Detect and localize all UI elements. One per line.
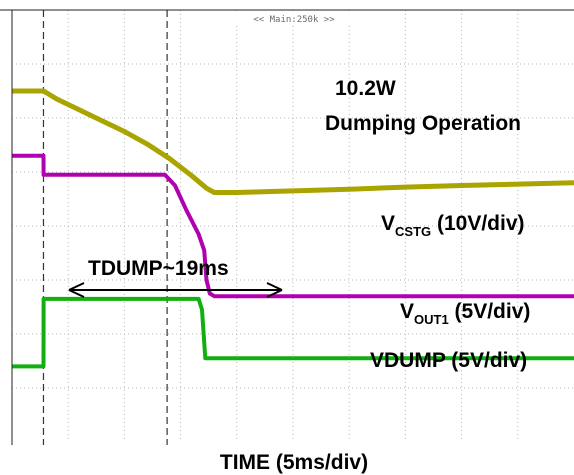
trace-v-cstg bbox=[12, 88, 574, 195]
vcstg-label-tail: (10V/div) bbox=[431, 212, 524, 235]
header-backdrop bbox=[236, 11, 352, 25]
vcstg-label-main: V bbox=[381, 212, 395, 235]
power-annotation: 10.2W bbox=[335, 77, 396, 100]
vout1-label-sub: OUT1 bbox=[414, 312, 449, 327]
trace-vdump bbox=[12, 296, 574, 369]
interval-annotation: TDUMP~19ms bbox=[88, 257, 229, 280]
time-cursors bbox=[42, 10, 168, 445]
series-label-vout1: VOUT1 (5V/div) bbox=[400, 300, 530, 327]
vout1-label-main: V bbox=[400, 300, 414, 323]
waveform-traces bbox=[12, 88, 574, 369]
vout1-label-tail: (5V/div) bbox=[449, 300, 531, 323]
vdump-label-main: VDUMP bbox=[370, 349, 446, 372]
xlabel-backdrop bbox=[170, 446, 400, 475]
scope-header-text: << Main:250k >> bbox=[253, 15, 335, 25]
series-label-vdump: VDUMP (5V/div) bbox=[370, 349, 527, 372]
series-label-vcstg: VCSTG (10V/div) bbox=[381, 212, 525, 239]
x-axis-label: TIME (5ms/div) bbox=[220, 451, 368, 474]
vdump-label-tail: (5V/div) bbox=[445, 349, 527, 372]
graticule bbox=[12, 10, 574, 442]
trace-v-out1 bbox=[12, 153, 574, 299]
vcstg-label-sub: CSTG bbox=[395, 224, 431, 239]
mode-annotation: Dumping Operation bbox=[325, 112, 521, 135]
interval-arrow bbox=[68, 282, 283, 298]
